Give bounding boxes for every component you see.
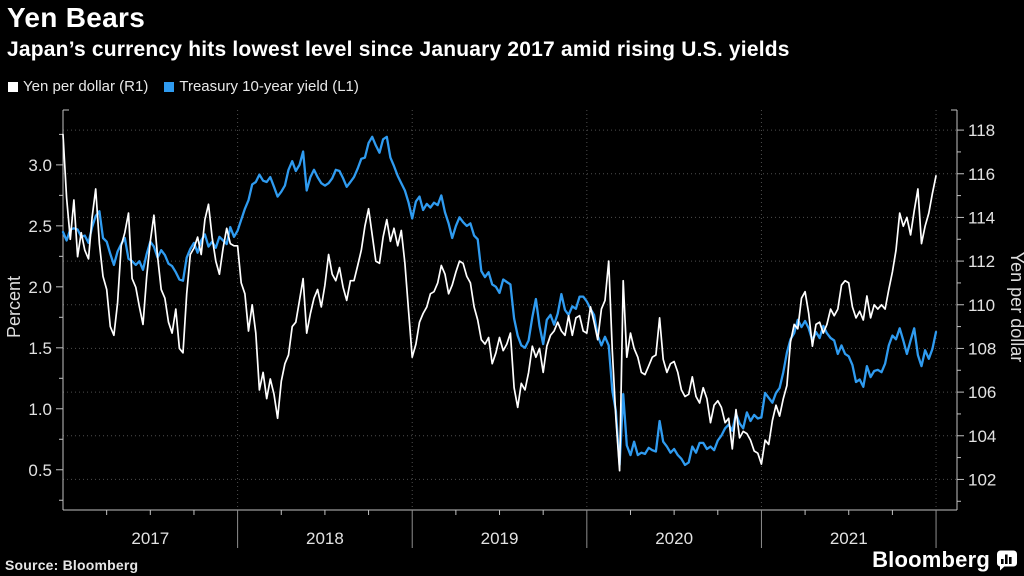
right-tick-label: 102	[968, 470, 996, 489]
axes	[62, 109, 958, 511]
year-label: 2019	[481, 529, 519, 548]
right-tick-label: 104	[968, 427, 996, 446]
legend-item-yen: Yen per dollar (R1)	[8, 78, 148, 95]
year-label: 2017	[131, 529, 169, 548]
chart-legend: Yen per dollar (R1) Treasury 10-year yie…	[8, 78, 359, 95]
legend-swatch-yield-icon	[164, 81, 175, 92]
year-label: 2021	[830, 529, 868, 548]
right-tick-label: 108	[968, 339, 996, 358]
series-line-yen	[62, 133, 937, 472]
right-tick-label: 116	[968, 165, 995, 184]
right-tick-label: 110	[968, 296, 995, 315]
left-tick-label: 2.5	[28, 217, 52, 236]
legend-item-yield: Treasury 10-year yield (L1)	[164, 78, 359, 95]
bottom-axis-ticks: 2017 2018 2019 2020 2021	[106, 510, 937, 548]
left-axis-title: Percent	[4, 276, 24, 338]
right-tick-label: 106	[968, 383, 996, 402]
page-subtitle: Japan’s currency hits lowest level since…	[7, 38, 790, 61]
left-tick-label: 1.0	[28, 400, 52, 419]
right-tick-label: 114	[968, 208, 995, 227]
bloomberg-chart-bubble-icon	[997, 550, 1017, 570]
page-title: Yen Bears	[7, 2, 146, 33]
left-tick-label: 2.0	[28, 278, 52, 297]
left-axis-ticks: 0.5 1.0 1.5 2.0 2.5 3.0	[28, 133, 63, 501]
gridlines	[63, 110, 957, 510]
left-tick-label: 3.0	[28, 156, 52, 175]
year-label: 2018	[306, 529, 344, 548]
axis-titles: Percent Yen per dollar	[4, 252, 1024, 362]
series-line-yield	[61, 135, 938, 467]
legend-label-yen: Yen per dollar (R1)	[23, 78, 149, 95]
bloomberg-logo: Bloomberg	[872, 547, 1018, 573]
left-tick-label: 0.5	[28, 461, 52, 480]
right-tick-label: 112	[968, 252, 995, 271]
year-label: 2020	[655, 529, 693, 548]
legend-swatch-yen-icon	[8, 81, 18, 92]
legend-label-yield: Treasury 10-year yield (L1)	[179, 78, 359, 95]
source-note: Source: Bloomberg	[5, 557, 139, 573]
left-tick-label: 1.5	[28, 339, 52, 358]
right-axis-title: Yen per dollar	[1007, 252, 1024, 362]
right-axis-ticks: 102 104 106 108 110 112 114 116 118	[957, 121, 996, 502]
right-tick-label: 118	[968, 121, 995, 140]
bloomberg-wordmark: Bloomberg	[872, 547, 990, 572]
